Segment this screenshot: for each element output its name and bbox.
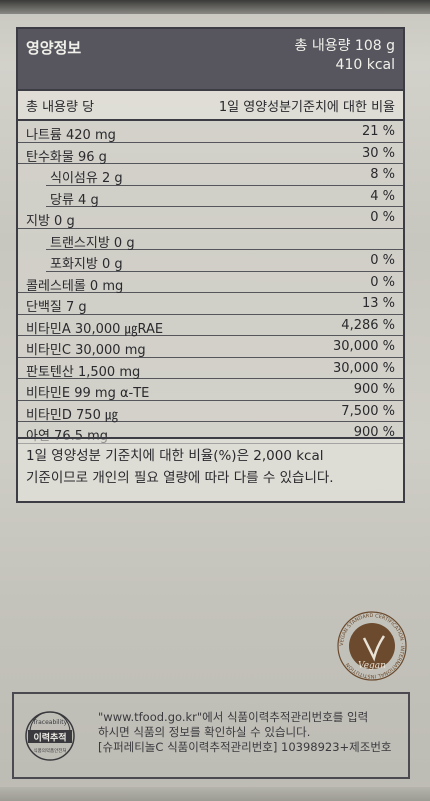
nutrient-row: 탄수화물 96 g 30 % xyxy=(18,143,403,165)
nutrient-name: 비타민E 99 mg α-TE xyxy=(26,386,150,401)
nutrient-rows: 나트륨 420 mg 21 % 탄수화물 96 g 30 % 식이섬유 2 g 8 % 당류… xyxy=(18,121,403,444)
traceability-line-3: [슈퍼레티놀C 식품이력추적관리번호] 10398923+제조번호 xyxy=(98,740,392,754)
traceability-logo-main: 이력추적 xyxy=(33,732,66,744)
nutrient-name: 판토텐산 1,500 mg xyxy=(26,364,141,380)
nutrient-percent: 7,500 % xyxy=(341,403,395,419)
total-amount-weight: 총 내용량 108 g xyxy=(294,38,395,54)
per-serving-label: 총 내용량 당 xyxy=(26,100,95,115)
traceability-text: "www.tfood.go.kr"에서 식품이력추적관리번호를 입력 하시면 식… xyxy=(98,710,392,755)
nutrient-percent: 900 % xyxy=(353,382,395,397)
footnote: 1일 영양성분 기준치에 대한 비율(%)은 2,000 kcal 기준이므로 … xyxy=(18,437,403,501)
nutrient-name: 단백질 7 g xyxy=(26,300,87,315)
nutrient-row: 식이섬유 2 g 8 % xyxy=(46,164,403,186)
nutrient-row: 당류 4 g 4 % xyxy=(46,186,403,208)
nutrient-row: 콜레스테롤 0 mg 0 % xyxy=(18,272,403,294)
nutrient-percent: 8 % xyxy=(370,167,395,182)
nutrient-percent: 900 % xyxy=(353,425,395,440)
box-bottom-edge xyxy=(0,787,430,801)
nutrient-name: 비타민C 30,000 mg xyxy=(26,343,146,358)
vegan-leaf-icon xyxy=(362,635,386,662)
nutrient-row: 비타민D 750 ㎍ 7,500 % xyxy=(18,401,403,423)
box-top-edge xyxy=(0,0,430,14)
nutrient-row: 트랜스지방 0 g xyxy=(46,229,403,251)
nutrient-percent: 30 % xyxy=(361,145,395,161)
nutrient-percent: 21 % xyxy=(361,124,395,139)
nutrition-header: 영양정보 총 내용량 108 g 410 kcal xyxy=(18,29,403,91)
nutrient-name: 비타민D 750 ㎍ xyxy=(26,407,118,423)
nutrient-percent: 30,000 % xyxy=(333,339,395,354)
daily-value-label: 1일 영양성분기준치에 대한 비율 xyxy=(218,100,395,115)
nutrient-row: 판토텐산 1,500 mg 30,000 % xyxy=(18,358,403,380)
vegan-label: Vegan xyxy=(358,661,386,671)
nutrient-name: 탄수화물 96 g xyxy=(26,149,107,165)
nutrition-facts-panel: 영양정보 총 내용량 108 g 410 kcal 총 내용량 당 1일 영양성… xyxy=(16,27,405,503)
nutrient-name: 나트륨 420 mg xyxy=(26,128,116,143)
nutrition-subheader: 총 내용량 당 1일 영양성분기준치에 대한 비율 xyxy=(18,91,403,121)
nutrient-row: 비타민E 99 mg α-TE 900 % xyxy=(18,379,403,401)
nutrient-name: 트랜스지방 0 g xyxy=(50,235,135,251)
nutrient-row: 포화지방 0 g 0 % xyxy=(46,250,403,272)
footnote-line-2: 기준이므로 개인의 필요 열량에 따라 다를 수 있습니다. xyxy=(26,470,334,486)
nutrient-row: 비타민C 30,000 mg 30,000 % xyxy=(18,336,403,358)
nutrition-title: 영양정보 xyxy=(26,39,82,57)
nutrient-percent: 4 % xyxy=(370,188,395,204)
nutrient-row: 나트륨 420 mg 21 % xyxy=(18,121,403,143)
traceability-logo-bottom: 식품의약품안전처 xyxy=(33,747,66,754)
nutrient-row: 비타민A 30,000 ㎍RAE 4,286 % xyxy=(18,315,403,337)
traceability-line-1: "www.tfood.go.kr"에서 식품이력추적관리번호를 입력 xyxy=(98,710,369,724)
nutrient-percent: 13 % xyxy=(361,296,395,311)
nutrient-percent: 0 % xyxy=(370,210,395,225)
traceability-line-2: 하시면 식품의 정보를 확인하실 수 있습니다. xyxy=(98,725,311,739)
nutrient-name: 당류 4 g xyxy=(50,192,99,208)
traceability-box: Traceability 이력추적 식품의약품안전처 "www.tfood.go… xyxy=(12,692,410,779)
vegan-certification-logo: VEGAN STANDARD CERTIFICATION · INTERNATI… xyxy=(337,611,407,681)
nutrient-row: 지방 0 g 0 % xyxy=(18,207,403,229)
nutrient-percent: 0 % xyxy=(370,274,395,290)
footnote-line-1: 1일 영양성분 기준치에 대한 비율(%)은 2,000 kcal xyxy=(26,448,324,464)
nutrient-percent: 30,000 % xyxy=(333,360,395,376)
total-amount-kcal: 410 kcal xyxy=(335,57,395,73)
nutrient-name: 지방 0 g xyxy=(26,214,75,229)
nutrient-name: 콜레스테롤 0 mg xyxy=(26,278,124,294)
nutrient-row: 단백질 7 g 13 % xyxy=(18,293,403,315)
nutrient-name: 비타민A 30,000 ㎍RAE xyxy=(26,321,164,337)
nutrient-name: 식이섬유 2 g xyxy=(50,171,123,186)
traceability-logo: Traceability 이력추적 식품의약품안전처 xyxy=(25,711,75,761)
traceability-logo-top: Traceability xyxy=(32,719,68,726)
nutrient-percent: 4,286 % xyxy=(341,317,395,333)
nutrient-percent: 0 % xyxy=(370,253,395,268)
total-amount: 총 내용량 108 g 410 kcal xyxy=(295,37,395,75)
nutrient-name: 포화지방 0 g xyxy=(50,257,123,272)
